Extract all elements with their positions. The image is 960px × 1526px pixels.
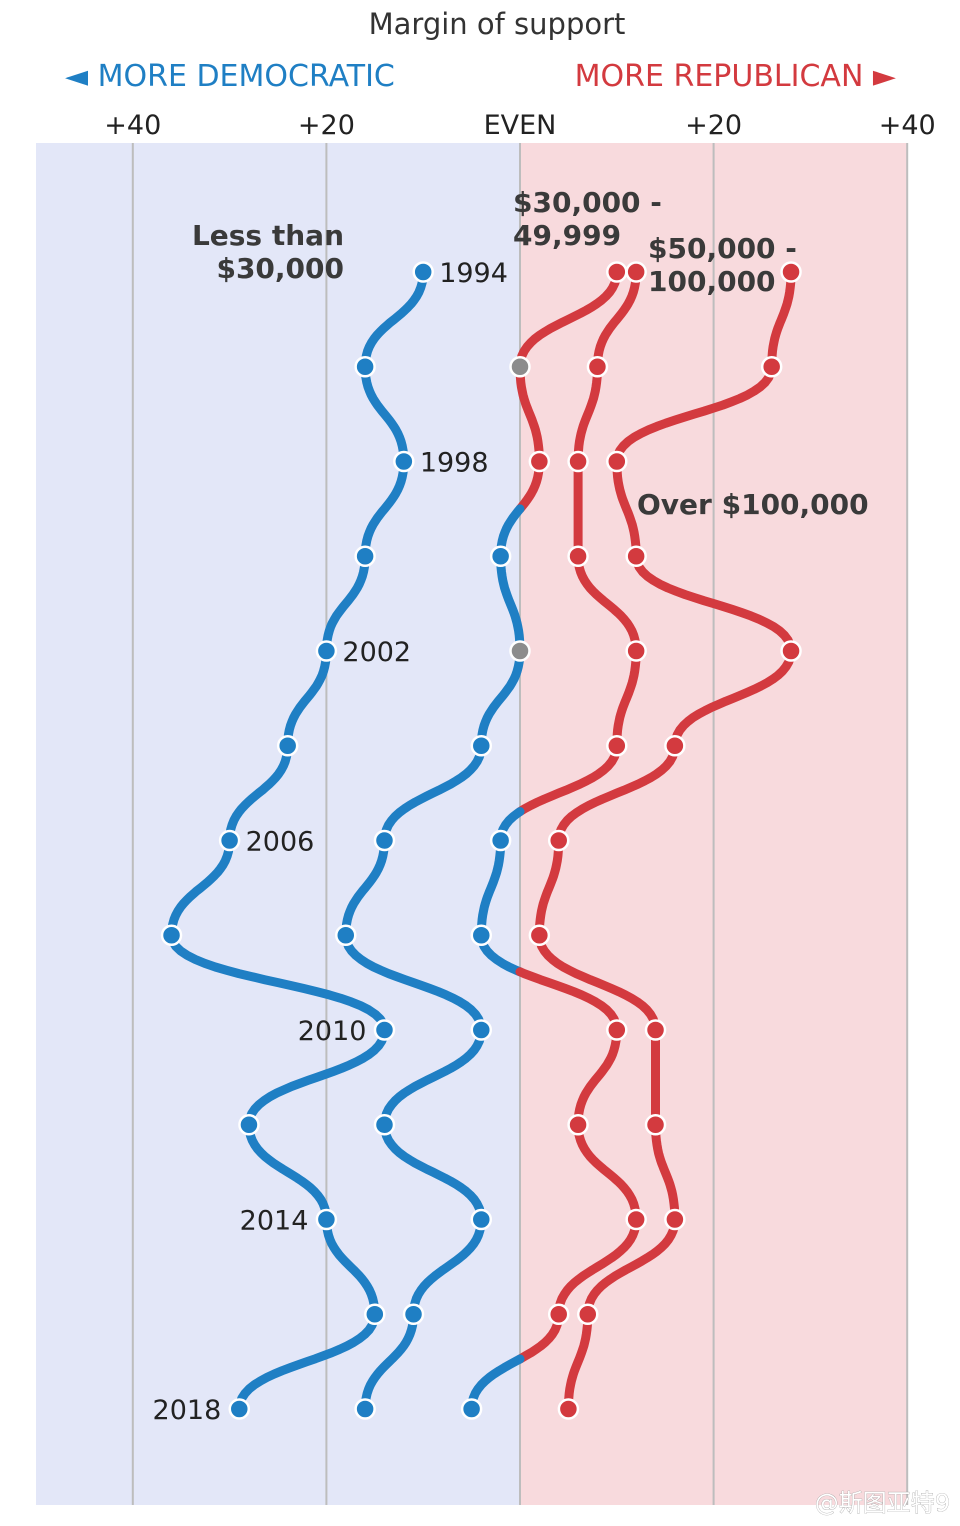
data-point (567, 1114, 589, 1136)
x-tick-label: +20 (298, 110, 355, 141)
series-label: $30,000 -49,999 (513, 186, 662, 252)
data-point (606, 1019, 628, 1041)
data-point (586, 356, 609, 378)
data-point (625, 1208, 647, 1231)
data-point (373, 1114, 396, 1136)
series-label-line: Over $100,000 (637, 488, 869, 521)
year-label: 1994 (439, 258, 508, 289)
data-point (218, 829, 241, 852)
year-label: 2006 (246, 827, 315, 858)
data-point (276, 735, 299, 757)
data-point (780, 261, 802, 283)
data-point (412, 261, 434, 283)
grid-lines (131, 143, 909, 1505)
series-line-segment (467, 1354, 525, 1414)
x-tick-label: EVEN (484, 110, 557, 141)
data-point (373, 829, 396, 852)
data-point (470, 924, 493, 946)
data-point (402, 1303, 425, 1325)
series-label-line: 49,999 (513, 219, 621, 252)
series-line-segment (515, 267, 622, 514)
x-tick-label: +40 (879, 110, 936, 141)
data-point (567, 545, 589, 567)
data-point (760, 356, 783, 378)
data-point (315, 640, 338, 662)
data-point (470, 1019, 493, 1041)
data-point (664, 1208, 686, 1231)
series-label: Less than $30,000 (192, 219, 344, 285)
series-points (160, 261, 802, 1420)
year-label: 2010 (298, 1016, 367, 1047)
series-label-line: $30,000 - (513, 186, 662, 219)
data-point (460, 1398, 483, 1420)
data-point (606, 261, 628, 283)
data-point (625, 545, 647, 567)
series-line-segment (341, 504, 525, 1414)
data-point (160, 924, 183, 946)
data-point (228, 1398, 251, 1420)
series-label: Over $100,000 (637, 488, 869, 521)
data-point (606, 450, 628, 473)
data-point (393, 450, 415, 473)
data-point (509, 640, 531, 662)
democratic-background (36, 143, 520, 1505)
year-label: 2018 (153, 1395, 222, 1426)
data-point (528, 924, 551, 946)
data-point (354, 545, 376, 567)
data-point (547, 1303, 570, 1325)
chart-title: Margin of support (369, 7, 626, 41)
data-point (354, 1398, 376, 1420)
series-label-line: $50,000 - (648, 232, 797, 265)
data-point (780, 640, 802, 662)
data-point (335, 924, 357, 946)
data-point (489, 545, 512, 567)
year-label: 2014 (240, 1206, 309, 1237)
direction-label-republican: MORE REPUBLICAN ► (575, 59, 896, 94)
data-point (470, 735, 493, 757)
data-point (644, 1019, 667, 1041)
data-point (364, 1303, 386, 1325)
data-point (664, 735, 686, 757)
series-label: $50,000 -100,000 (648, 232, 797, 298)
direction-label-democratic: ◄ MORE DEMOCRATIC (65, 59, 395, 94)
watermark: @斯图亚特9 (815, 1489, 950, 1517)
data-point (577, 1303, 599, 1325)
chart-labels: Margin of support ◄ MORE DEMOCRATIC MORE… (65, 7, 936, 1426)
x-tick-label: +20 (685, 110, 742, 141)
data-point (567, 450, 589, 473)
data-point (354, 356, 376, 378)
data-point (625, 261, 647, 283)
data-point (373, 1019, 396, 1041)
data-point (528, 450, 551, 473)
data-point (606, 735, 628, 757)
series-label-line: 100,000 (648, 265, 776, 298)
data-point (557, 1398, 580, 1420)
data-point (315, 1208, 338, 1231)
data-point (489, 829, 512, 852)
year-label: 2002 (342, 637, 411, 668)
data-point (470, 1208, 493, 1231)
year-label: 1998 (420, 448, 489, 479)
data-point (547, 829, 570, 852)
x-tick-label: +40 (104, 110, 161, 141)
series-label-line: Less than (192, 219, 344, 252)
series-label-line: $30,000 (216, 252, 344, 285)
data-point (625, 640, 647, 662)
data-point (644, 1114, 667, 1136)
data-point (238, 1114, 260, 1136)
data-point (509, 356, 531, 378)
